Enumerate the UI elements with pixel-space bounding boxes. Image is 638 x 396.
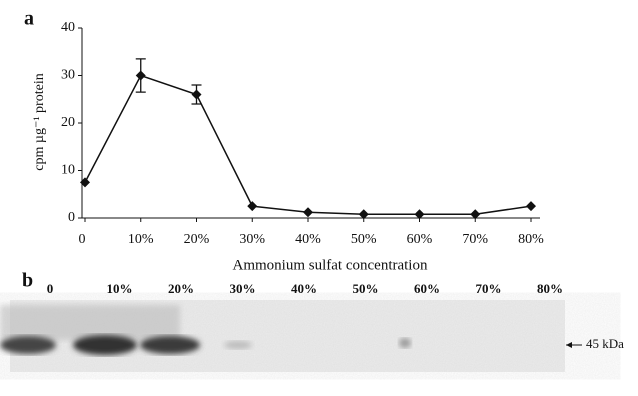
x-tick-label: 20% bbox=[184, 232, 210, 247]
band bbox=[399, 338, 411, 348]
x-tick-label: 10% bbox=[128, 232, 154, 247]
marker bbox=[247, 201, 257, 211]
arrow-head bbox=[566, 342, 572, 348]
lane-label: 80% bbox=[537, 281, 563, 296]
x-tick-label: 60% bbox=[407, 232, 433, 247]
lane-label: 70% bbox=[476, 281, 502, 296]
lane-label: 60% bbox=[414, 281, 440, 296]
marker bbox=[526, 201, 536, 211]
x-axis-label: Ammonium sulfat concentration bbox=[233, 257, 428, 273]
x-tick-label: 50% bbox=[351, 232, 377, 247]
y-tick-label: 40 bbox=[61, 20, 75, 35]
panel-label: b bbox=[22, 270, 33, 292]
lane-label: 50% bbox=[353, 281, 379, 296]
band bbox=[0, 336, 56, 354]
smear bbox=[0, 305, 180, 340]
marker bbox=[192, 90, 202, 100]
series-line bbox=[85, 76, 531, 215]
band bbox=[140, 336, 200, 354]
y-tick-label: 30 bbox=[61, 68, 75, 83]
x-tick-label: 80% bbox=[518, 232, 544, 247]
y-axis-label: cpm µg⁻¹ protein bbox=[32, 73, 47, 170]
lane-label: 20% bbox=[168, 281, 194, 296]
band bbox=[224, 341, 252, 349]
lane-label: 0 bbox=[47, 281, 54, 296]
y-tick-label: 0 bbox=[68, 210, 75, 225]
x-tick-label: 70% bbox=[462, 232, 488, 247]
band bbox=[73, 335, 137, 355]
lane-label: 40% bbox=[291, 281, 317, 296]
x-tick-label: 0 bbox=[79, 232, 86, 247]
gel-panel: b 45 kDa 0 10% 20% 30% 40% 50% 60% 70% 80% bbox=[0, 270, 624, 372]
lane-label: 30% bbox=[230, 281, 256, 296]
figure: a Ammonium sulfat concentration cpm µg⁻¹… bbox=[0, 0, 638, 396]
lane-label: 10% bbox=[107, 281, 133, 296]
y-tick-label: 20 bbox=[61, 115, 75, 130]
marker bbox=[303, 207, 313, 217]
marker bbox=[136, 71, 146, 81]
x-tick-label: 30% bbox=[239, 232, 265, 247]
x-tick-label: 40% bbox=[295, 232, 321, 247]
y-tick-label: 10 bbox=[61, 163, 75, 178]
band-label: 45 kDa bbox=[586, 336, 624, 351]
panel-label: a bbox=[24, 8, 34, 30]
